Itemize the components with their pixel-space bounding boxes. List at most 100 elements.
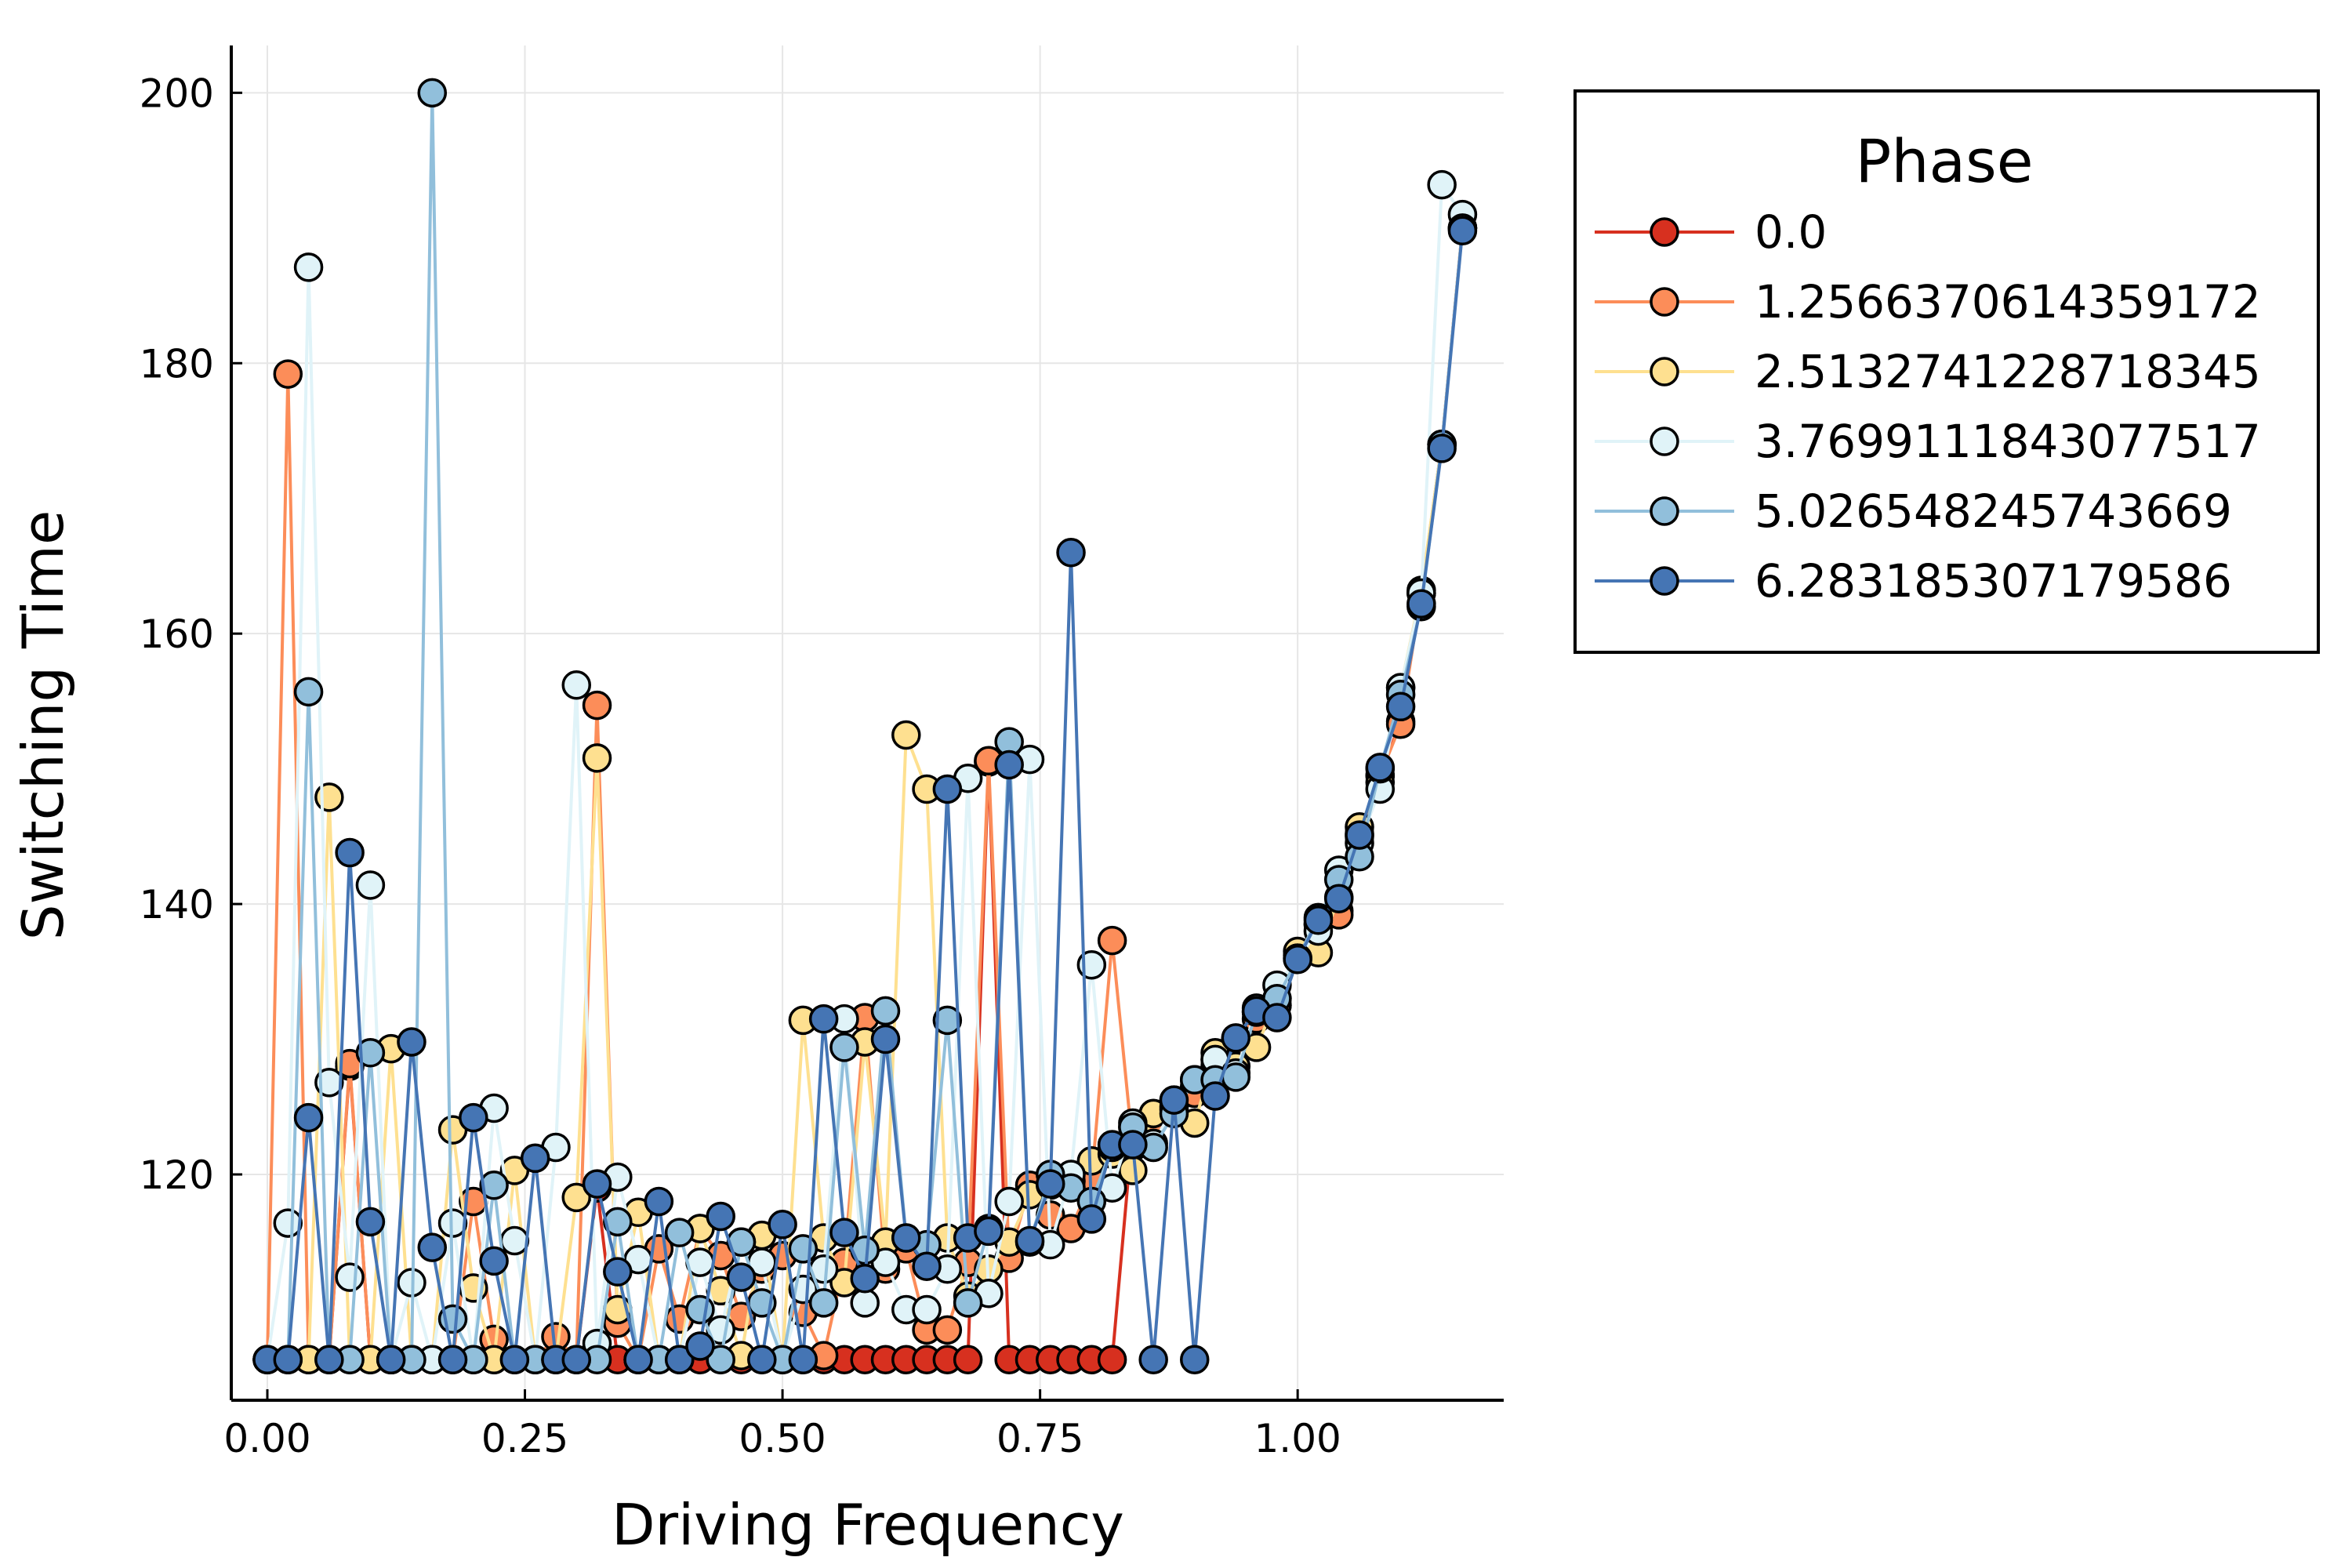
data-point (293, 1102, 324, 1133)
data-point (685, 1331, 715, 1361)
data-point (273, 1345, 303, 1375)
x-tick-label: 0.75 (996, 1416, 1083, 1461)
data-point (603, 1257, 633, 1287)
data-point (499, 1225, 530, 1256)
x-tick-label: 1.00 (1254, 1416, 1341, 1461)
data-point (1262, 1003, 1292, 1033)
legend-label: 2.5132741228718345 (1755, 345, 2261, 398)
legend-label: 3.7699111843077517 (1755, 415, 2261, 468)
data-point (314, 1345, 344, 1375)
y-tick-label: 180 (140, 341, 214, 387)
data-point (1097, 1345, 1127, 1375)
series-4 (252, 78, 1478, 1375)
legend-entry: 3.7699111843077517 (1595, 415, 2261, 468)
data-point (582, 743, 612, 773)
x-tick-label: 0.00 (223, 1416, 310, 1461)
data-point (1159, 1085, 1189, 1115)
data-point (417, 1232, 448, 1262)
data-point (829, 1033, 859, 1062)
data-point (459, 1102, 488, 1133)
data-point (561, 670, 591, 700)
data-point (1179, 1345, 1210, 1375)
data-point (808, 1288, 839, 1318)
data-point (1365, 753, 1396, 782)
data-point (932, 1315, 963, 1345)
series-line (267, 91, 1465, 1362)
plot-series (252, 78, 1478, 1375)
grid (231, 45, 1504, 1400)
data-point (293, 677, 324, 707)
legend-label: 5.026548245743669 (1755, 485, 2232, 538)
data-point (355, 870, 386, 900)
data-point (1427, 169, 1457, 200)
data-point (891, 720, 921, 750)
data-point (706, 1345, 735, 1375)
data-point (1118, 1130, 1148, 1160)
data-point (644, 1186, 674, 1217)
data-point (685, 1294, 715, 1325)
data-point (1406, 589, 1436, 619)
data-point (273, 1208, 303, 1238)
legend-entry: 0.0 (1595, 205, 1827, 259)
x-tick-label: 0.25 (481, 1416, 568, 1461)
data-point (314, 782, 344, 812)
data-point (273, 359, 303, 389)
data-point (1056, 537, 1086, 568)
legend-entry: 5.026548245743669 (1595, 485, 2232, 538)
y-tick-label: 160 (140, 612, 214, 657)
data-point (1076, 1204, 1107, 1234)
legend-entry: 1.2566370614359172 (1595, 275, 2261, 328)
legend-title: Phase (1856, 126, 2034, 196)
data-point (1283, 945, 1312, 975)
data-point (788, 1234, 818, 1264)
data-point (664, 1345, 695, 1375)
data-point (376, 1345, 406, 1375)
data-point (974, 1216, 1004, 1247)
data-point (932, 774, 963, 804)
data-point (1427, 434, 1457, 463)
legend-marker (1650, 496, 1679, 526)
axes: 0.00 0.25 0.50 0.75 1.00 120 140 160 180 200 (140, 45, 1504, 1461)
data-point (870, 996, 901, 1026)
data-point (1014, 1225, 1045, 1256)
legend-marker (1650, 426, 1679, 456)
legend-marker (1650, 357, 1679, 387)
x-axis-title: Driving Frequency (612, 1492, 1124, 1558)
series-line (267, 227, 1465, 1362)
data-point (850, 1264, 880, 1294)
legend-entries: 0.0 1.2566370614359172 2.5132741228718345 3… (1595, 205, 2261, 608)
legend-entry: 6.283185307179586 (1595, 554, 2232, 608)
data-point (912, 1294, 942, 1325)
data-point (1385, 691, 1416, 722)
data-point (891, 1223, 921, 1253)
data-point (397, 1027, 426, 1057)
data-point (953, 1345, 983, 1375)
legend-label: 0.0 (1755, 205, 1827, 259)
data-point (788, 1345, 818, 1375)
series-5 (252, 216, 1478, 1375)
data-point (706, 1201, 735, 1232)
data-point (417, 78, 448, 108)
data-point (768, 1210, 797, 1240)
data-point (479, 1246, 509, 1276)
data-point (355, 1207, 386, 1237)
legend-entry: 2.5132741228718345 (1595, 345, 2261, 398)
data-point (437, 1345, 468, 1375)
x-tick-label: 0.50 (739, 1416, 826, 1461)
data-point (953, 1288, 983, 1318)
data-point (499, 1345, 530, 1375)
data-point (1303, 906, 1334, 935)
data-point (335, 1262, 365, 1292)
data-point (582, 690, 612, 720)
data-point (355, 1038, 386, 1068)
data-point (747, 1345, 777, 1375)
data-point (994, 1186, 1024, 1217)
legend-marker (1650, 566, 1679, 596)
data-point (1036, 1169, 1065, 1199)
data-point (1323, 884, 1354, 913)
y-axis-title: Switching Time (10, 510, 76, 940)
data-point (664, 1218, 695, 1247)
data-point (994, 750, 1024, 780)
legend-label: 1.2566370614359172 (1755, 275, 2261, 328)
